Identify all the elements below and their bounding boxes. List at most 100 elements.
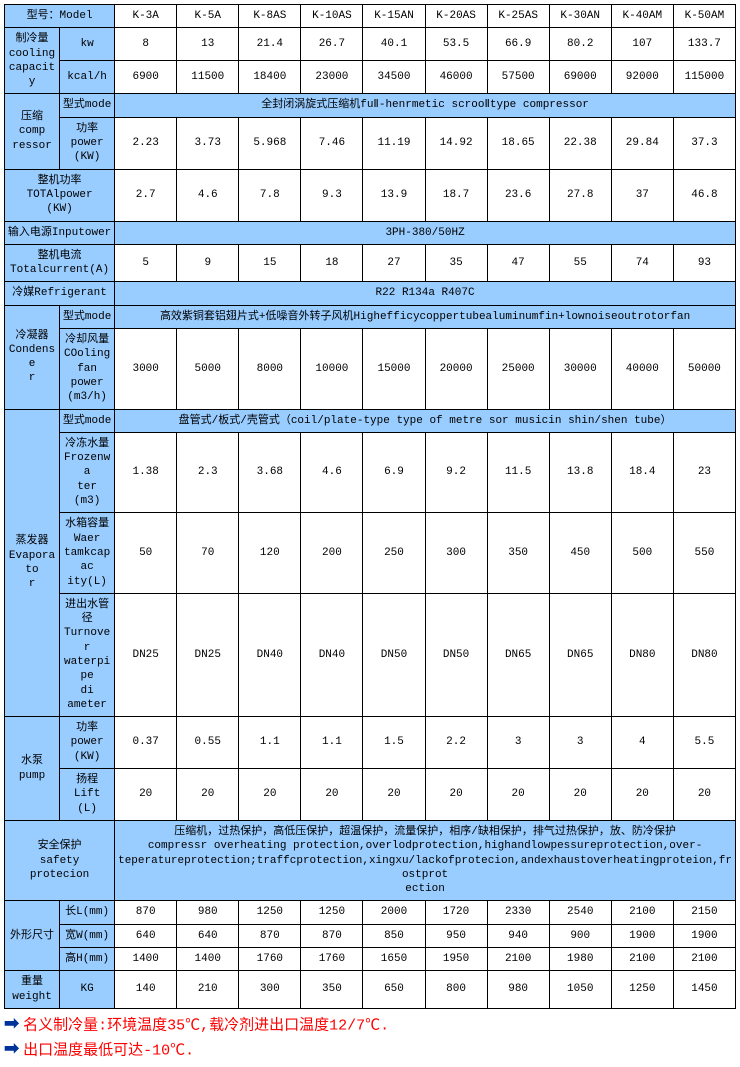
data-cell: 2540 — [549, 901, 611, 924]
footer-line2: 出口温度最低可达-10℃. — [23, 1043, 194, 1060]
data-cell: 18 — [301, 244, 363, 282]
data-cell: 10000 — [301, 329, 363, 409]
data-cell: 20 — [549, 769, 611, 821]
data-cell: 650 — [363, 971, 425, 1009]
data-cell: 1650 — [363, 948, 425, 971]
evap-tank-label: 水箱容量Waertamkcapacity(L) — [60, 513, 115, 593]
data-cell: 2.23 — [115, 117, 177, 169]
model-header: 型号：Model — [5, 5, 115, 28]
data-cell: 1720 — [425, 901, 487, 924]
data-cell: 640 — [115, 924, 177, 947]
data-cell: 850 — [363, 924, 425, 947]
data-cell: DN40 — [239, 593, 301, 716]
data-cell: 11.5 — [487, 432, 549, 512]
data-cell: 22.38 — [549, 117, 611, 169]
data-cell: DN50 — [363, 593, 425, 716]
data-cell: 80.2 — [549, 28, 611, 61]
data-cell: 950 — [425, 924, 487, 947]
data-cell: 1250 — [301, 901, 363, 924]
data-cell: 20 — [115, 769, 177, 821]
data-cell: DN25 — [177, 593, 239, 716]
arrow-icon: ➡ — [4, 1013, 19, 1038]
refrigerant-label: 冷媒Refrigerant — [5, 282, 115, 305]
data-cell: 1250 — [611, 971, 673, 1009]
data-cell: 2100 — [487, 948, 549, 971]
data-cell: 46.8 — [673, 169, 735, 221]
data-cell: 1.5 — [363, 717, 425, 769]
data-cell: 23000 — [301, 61, 363, 94]
compressor-group: 压缩compressor — [5, 94, 60, 169]
data-cell: 30000 — [549, 329, 611, 409]
data-cell: 37.3 — [673, 117, 735, 169]
data-cell: 13.8 — [549, 432, 611, 512]
data-cell: 27.8 — [549, 169, 611, 221]
condenser-mode-text: 高效紫铜套铝翅片式+低噪音外转子风机Highefficycoppertubeal… — [115, 305, 736, 328]
model-cell: K-15AN — [363, 5, 425, 28]
data-cell: 1950 — [425, 948, 487, 971]
data-cell: 1250 — [239, 901, 301, 924]
data-cell: 107 — [611, 28, 673, 61]
evaporator-group: 蒸发器Evaporator — [5, 409, 60, 717]
data-cell: 900 — [549, 924, 611, 947]
evap-mode-text: 盘管式/板式/壳管式（coil/plate-type type of metre… — [115, 409, 736, 432]
data-cell: 23.6 — [487, 169, 549, 221]
data-cell: 2100 — [673, 948, 735, 971]
total-current-label: 整机电流Totalcurrent(A) — [5, 244, 115, 282]
size-group: 外形尺寸 — [5, 901, 60, 971]
data-cell: 34500 — [363, 61, 425, 94]
safety-text: 压缩机，过热保护，高低压保护，超温保护，流量保护，相序/缺相保护，排气过热保护，… — [115, 820, 736, 900]
data-cell: 5.968 — [239, 117, 301, 169]
model-cell: K-50AM — [673, 5, 735, 28]
data-cell: 21.4 — [239, 28, 301, 61]
data-cell: 1400 — [115, 948, 177, 971]
data-cell: 74 — [611, 244, 673, 282]
model-cell: K-3A — [115, 5, 177, 28]
data-cell: DN25 — [115, 593, 177, 716]
data-cell: 15 — [239, 244, 301, 282]
data-cell: 25000 — [487, 329, 549, 409]
pump-lift-label: 扬程 Lift(L) — [60, 769, 115, 821]
data-cell: 6.9 — [363, 432, 425, 512]
size-L-label: 长L(mm) — [60, 901, 115, 924]
data-cell: 2.3 — [177, 432, 239, 512]
condenser-mode-label: 型式mode — [60, 305, 115, 328]
data-cell: 1450 — [673, 971, 735, 1009]
footer-line1: 名义制冷量:环境温度35℃,载冷剂进出口温度12/7℃. — [23, 1017, 389, 1034]
data-cell: 0.55 — [177, 717, 239, 769]
input-power-value: 3PH-380/50HZ — [115, 221, 736, 244]
data-cell: 5000 — [177, 329, 239, 409]
data-cell: DN40 — [301, 593, 363, 716]
data-cell: 1400 — [177, 948, 239, 971]
arrow-icon: ➡ — [4, 1038, 19, 1063]
data-cell: 70 — [177, 513, 239, 593]
data-cell: 870 — [115, 901, 177, 924]
data-cell: 350 — [301, 971, 363, 1009]
data-cell: 18.7 — [425, 169, 487, 221]
data-cell: 300 — [425, 513, 487, 593]
data-cell: 5.5 — [673, 717, 735, 769]
data-cell: 2100 — [611, 901, 673, 924]
weight-group: 重量weight — [5, 971, 60, 1009]
data-cell: 20 — [487, 769, 549, 821]
data-cell: 800 — [425, 971, 487, 1009]
size-H-label: 高H(mm) — [60, 948, 115, 971]
data-cell: 27 — [363, 244, 425, 282]
data-cell: 13.9 — [363, 169, 425, 221]
data-cell: 1.38 — [115, 432, 177, 512]
data-cell: 870 — [239, 924, 301, 947]
data-cell: 1050 — [549, 971, 611, 1009]
data-cell: 2000 — [363, 901, 425, 924]
data-cell: 13 — [177, 28, 239, 61]
data-cell: 11500 — [177, 61, 239, 94]
weight-kg-label: KG — [60, 971, 115, 1009]
data-cell: 3 — [549, 717, 611, 769]
cooling-kw-label: kw — [60, 28, 115, 61]
data-cell: 15000 — [363, 329, 425, 409]
data-cell: 3.68 — [239, 432, 301, 512]
evap-frozen-label: 冷冻水量Frozenwater (m3) — [60, 432, 115, 512]
data-cell: 350 — [487, 513, 549, 593]
data-cell: 2.2 — [425, 717, 487, 769]
cooling-kcal-label: kcal/h — [60, 61, 115, 94]
data-cell: 57500 — [487, 61, 549, 94]
data-cell: 40.1 — [363, 28, 425, 61]
